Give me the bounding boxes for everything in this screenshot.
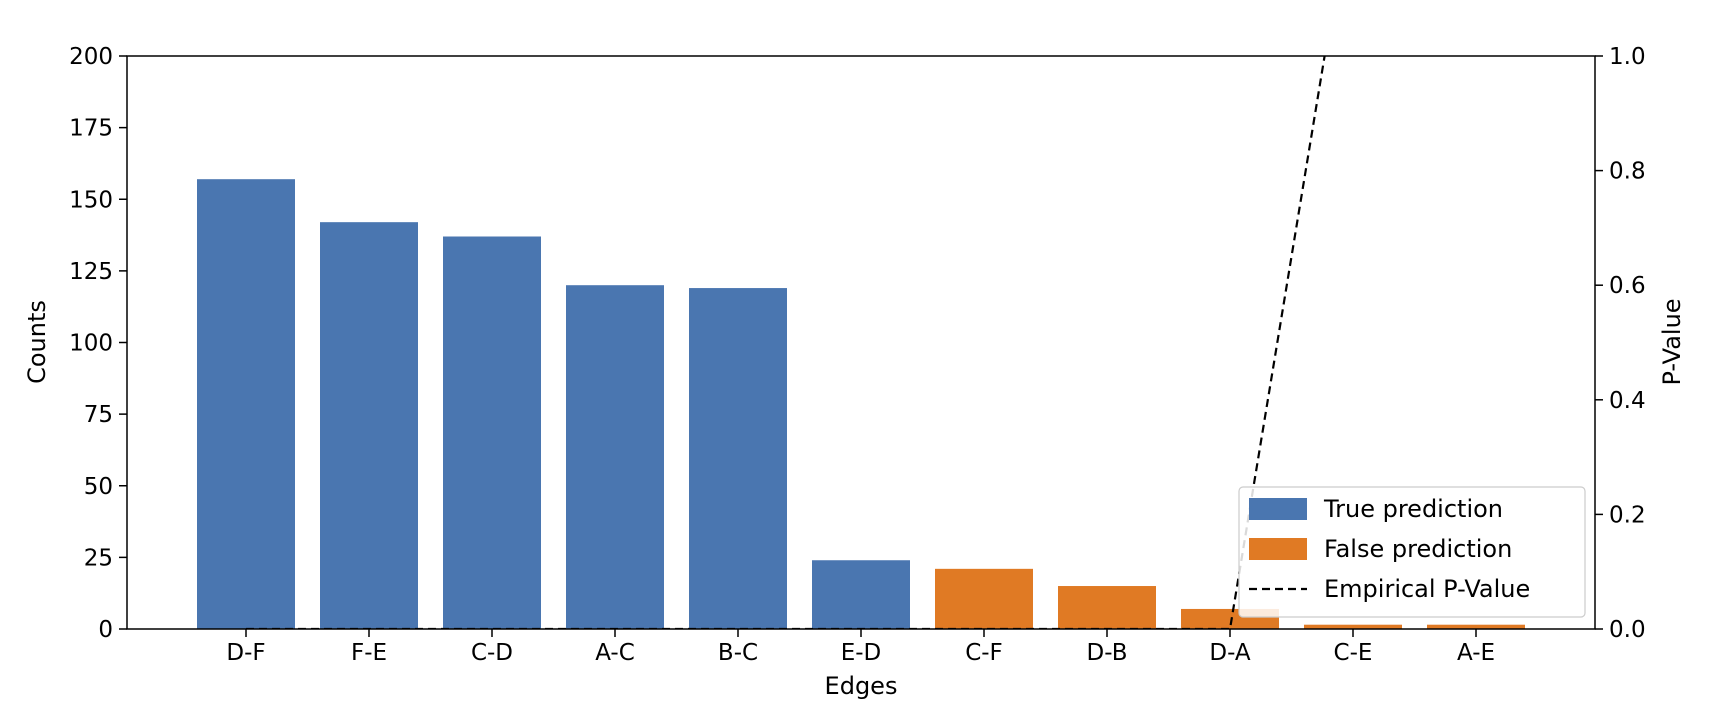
y-tick-label: 0	[98, 617, 113, 643]
legend-swatch-false	[1249, 538, 1307, 560]
bar-true-a-c	[566, 285, 664, 629]
bar-false-d-b	[1058, 586, 1156, 629]
bar-true-e-d	[812, 560, 910, 629]
y-right-tick-label: 0.0	[1609, 617, 1646, 643]
y-tick-label: 125	[69, 259, 113, 285]
x-tick-label: D-B	[1087, 640, 1128, 666]
y-tick-label: 100	[69, 331, 113, 357]
legend-box	[1238, 486, 1586, 618]
x-tick-label: A-C	[595, 640, 635, 666]
y-tick-label: 150	[69, 187, 113, 213]
p-value-line	[246, 56, 1326, 629]
y-tick-label: 25	[84, 545, 113, 571]
x-tick-label: E-D	[841, 640, 882, 666]
legend-label-false: False prediction	[1324, 535, 1512, 563]
bar-true-f-e	[320, 222, 418, 630]
bar-true-b-c	[689, 288, 787, 629]
bar-true-d-f	[197, 179, 295, 629]
legend-label-true: True prediction	[1323, 495, 1503, 523]
x-tick-label: D-F	[226, 640, 265, 666]
bar-false-c-e	[1304, 624, 1402, 629]
y-tick-label: 200	[69, 44, 113, 70]
y-right-tick-label: 0.8	[1609, 159, 1646, 185]
x-tick-label: C-D	[471, 640, 513, 666]
y-tick-label: 75	[84, 402, 113, 428]
y-tick-label: 50	[84, 474, 113, 500]
x-tick-label: D-A	[1209, 640, 1251, 666]
x-tick-label: F-E	[351, 640, 387, 666]
x-axis-title: Edges	[825, 672, 898, 700]
y-axis-title: Counts	[23, 300, 51, 384]
x-tick-label: A-E	[1457, 640, 1495, 666]
y-axis-right-title: P-Value	[1658, 298, 1686, 385]
legend-swatch-true	[1249, 498, 1307, 520]
y-tick-label: 175	[69, 116, 113, 142]
bar-true-c-d	[443, 236, 541, 629]
y-right-tick-label: 0.4	[1609, 388, 1646, 414]
y-right-tick-label: 0.6	[1609, 273, 1646, 299]
x-tick-label: B-C	[718, 640, 758, 666]
y-right-tick-label: 0.2	[1609, 502, 1646, 528]
legend: True prediction False prediction Empirical…	[1238, 486, 1586, 618]
legend-label-p-value: Empirical P-Value	[1324, 575, 1530, 603]
bar-false-a-e	[1427, 624, 1525, 629]
x-tick-label: C-E	[1334, 640, 1373, 666]
bar-false-c-f	[935, 568, 1033, 629]
y-right-tick-label: 1.0	[1609, 44, 1646, 70]
x-tick-label: C-F	[965, 640, 1003, 666]
